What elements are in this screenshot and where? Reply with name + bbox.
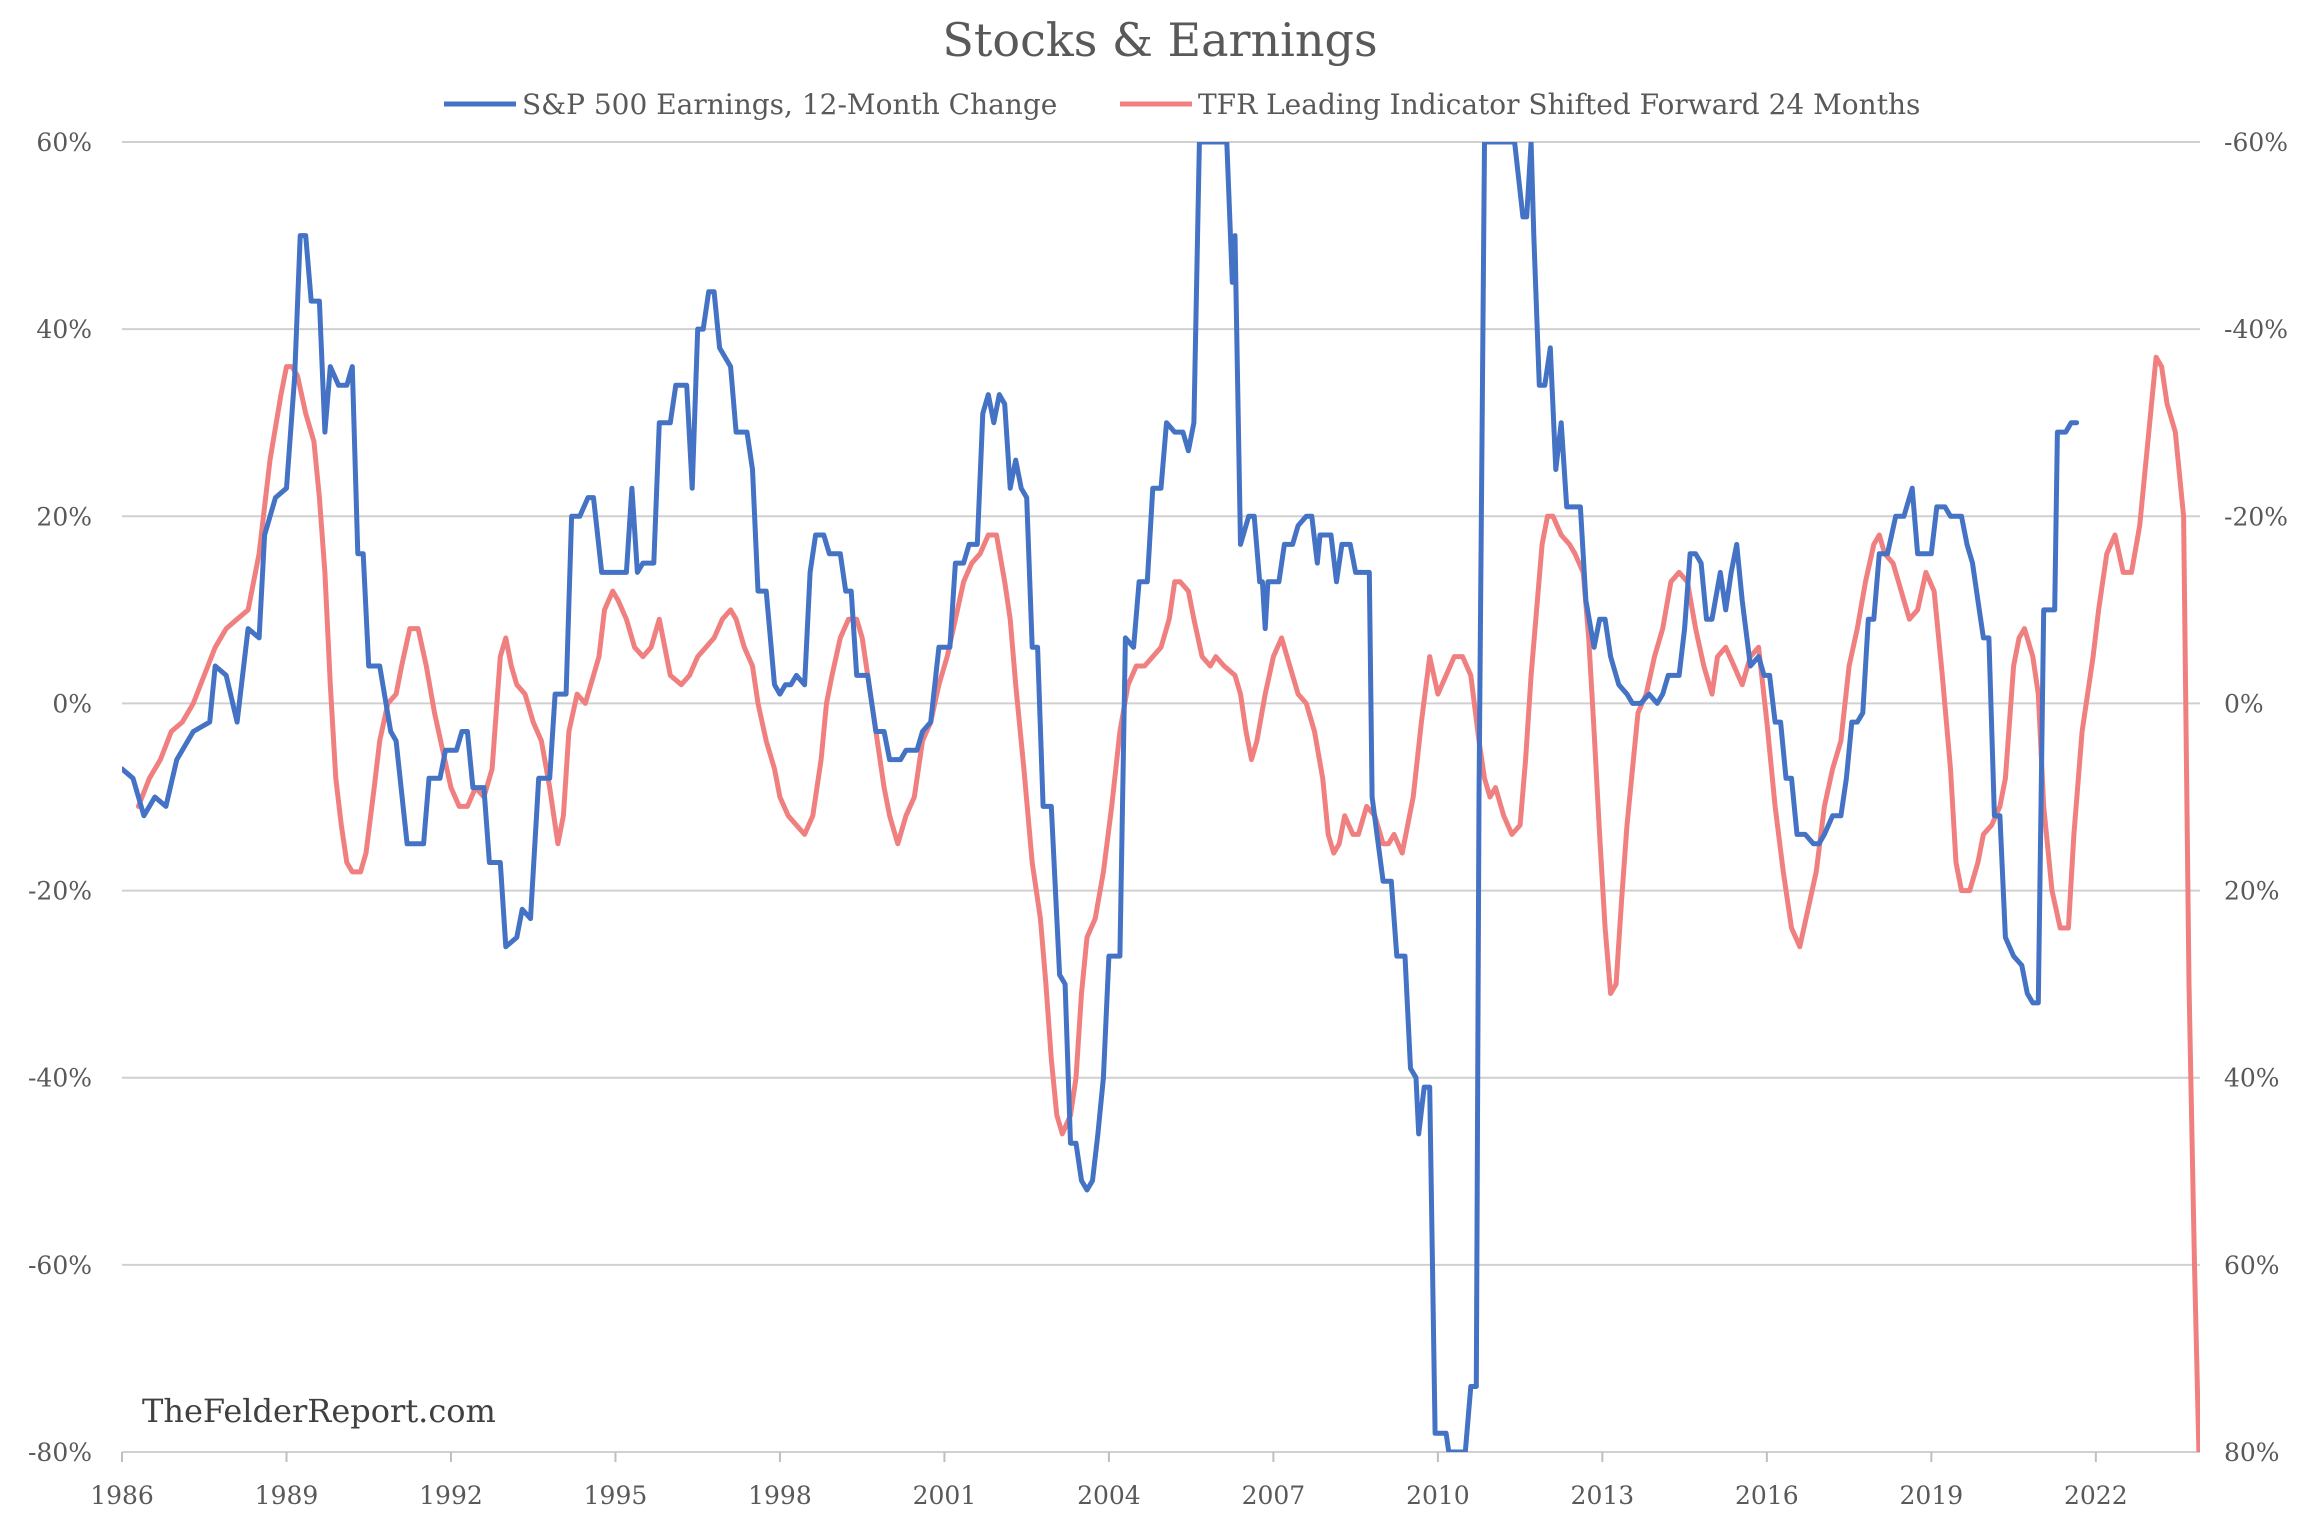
y-right-tick-label: -20% [2224, 502, 2288, 531]
x-tick-label: 1992 [419, 1481, 483, 1510]
legend-label-tfr: TFR Leading Indicator Shifted Forward 24… [1198, 88, 1920, 121]
y-axis-left: 60% 40% 20% 0% -20% -40% -60% -80% [28, 128, 92, 1467]
y-right-tick-label: 40% [2224, 1064, 2280, 1093]
y-left-tick-label: 0% [52, 689, 92, 718]
x-tick-label: 2010 [1406, 1481, 1470, 1510]
chart-title: Stocks & Earnings [942, 13, 1377, 67]
series-line-tfr [135, 354, 2200, 1452]
legend-label-earnings: S&P 500 Earnings, 12-Month Change [522, 88, 1057, 121]
watermark: TheFelderReport.com [142, 1392, 496, 1430]
y-left-tick-label: -40% [28, 1064, 92, 1093]
x-tick-label: 2007 [1242, 1481, 1306, 1510]
x-tick-label: 1986 [90, 1481, 154, 1510]
x-tick-label: 1989 [255, 1481, 319, 1510]
y-left-tick-label: -20% [28, 877, 92, 906]
x-tick-label: 2019 [1900, 1481, 1964, 1510]
y-right-tick-label: 0% [2224, 689, 2264, 718]
gridlines [122, 141, 2200, 1453]
y-right-tick-label: -60% [2224, 128, 2288, 157]
x-tick-label: 1995 [584, 1481, 648, 1510]
y-right-tick-label: 20% [2224, 877, 2280, 906]
x-tick-label: 2016 [1735, 1481, 1799, 1510]
series-lines [122, 142, 2200, 1452]
x-tick-label: 2013 [1571, 1481, 1635, 1510]
y-left-tick-label: -80% [28, 1438, 92, 1467]
x-tick-label: 2022 [2064, 1481, 2128, 1510]
y-left-tick-label: 40% [36, 315, 92, 344]
y-right-tick-label: 80% [2224, 1438, 2280, 1467]
x-tick-label: 2001 [913, 1481, 977, 1510]
y-left-tick-label: 20% [36, 502, 92, 531]
series-line-earnings [122, 142, 2080, 1452]
y-left-tick-label: -60% [28, 1251, 92, 1280]
x-tick-label: 1998 [748, 1481, 812, 1510]
y-right-tick-label: 60% [2224, 1251, 2280, 1280]
legend: S&P 500 Earnings, 12-Month Change TFR Le… [444, 88, 1920, 121]
y-right-tick-label: -40% [2224, 315, 2288, 344]
x-axis: 1986 1989 1992 1995 1998 2001 2004 2007 2010 2013… [90, 1452, 2128, 1510]
x-tick-label: 2004 [1077, 1481, 1141, 1510]
y-axis-right: -60% -40% -20% 0% 20% 40% 60% 80% [2224, 128, 2288, 1467]
y-left-tick-label: 60% [36, 128, 92, 157]
